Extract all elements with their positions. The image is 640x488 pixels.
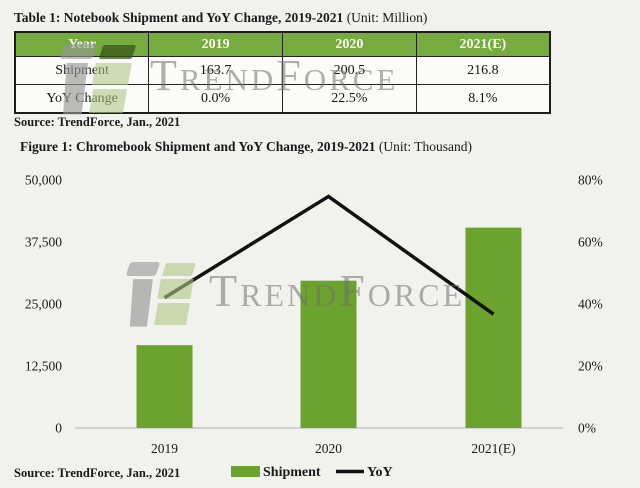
x-label-2019: 2019 bbox=[151, 441, 178, 456]
chromebook-chart: 50,000 37,500 25,000 12,500 0 80% 60% 40… bbox=[14, 173, 603, 481]
left-axis-tick: 25,000 bbox=[25, 297, 62, 312]
yoy-2021e: 8.1% bbox=[415, 84, 551, 114]
row-label-yoy: YoY Change bbox=[14, 84, 150, 114]
figure-source: Source: TrendForce, Jan., 2021 bbox=[14, 466, 180, 480]
table-header-2019: 2019 bbox=[148, 31, 283, 57]
x-label-2020: 2020 bbox=[315, 441, 342, 456]
table-unit-label: (Unit: Million) bbox=[343, 10, 428, 25]
table-title-text: Table 1: Notebook Shipment and YoY Chang… bbox=[14, 10, 344, 25]
table-header-year: Year bbox=[14, 31, 150, 57]
table-row: Shipment 163.7 200.5 216.8 bbox=[14, 56, 551, 85]
shipment-2019: 163.7 bbox=[148, 56, 283, 85]
figure-title-text: Figure 1: Chromebook Shipment and YoY Ch… bbox=[20, 139, 376, 154]
legend-shipment-swatch bbox=[231, 466, 260, 477]
shipment-2020: 200.5 bbox=[282, 56, 417, 85]
yoy-2019: 0.0% bbox=[148, 84, 283, 114]
figure-title: Figure 1: Chromebook Shipment and YoY Ch… bbox=[20, 139, 472, 155]
left-axis-tick: 37,500 bbox=[25, 235, 62, 250]
table-header-2021e: 2021(E) bbox=[415, 31, 551, 57]
legend-shipment-label: Shipment bbox=[263, 465, 321, 480]
right-axis-tick: 20% bbox=[578, 359, 603, 374]
right-axis-tick: 0% bbox=[578, 421, 596, 436]
right-axis-tick: 80% bbox=[578, 173, 603, 188]
row-label-shipment: Shipment bbox=[14, 56, 150, 85]
notebook-shipment-table: Year 2019 2020 2021(E) Shipment 163.7 20… bbox=[14, 31, 551, 114]
table-row: YoY Change 0.0% 22.5% 8.1% bbox=[14, 84, 551, 114]
table-header-row: Year 2019 2020 2021(E) bbox=[14, 31, 551, 57]
right-axis-tick: 60% bbox=[578, 235, 603, 250]
x-label-2021e: 2021(E) bbox=[471, 441, 515, 456]
right-axis-tick: 40% bbox=[578, 297, 603, 312]
shipment-2021e: 216.8 bbox=[415, 56, 551, 85]
figure-unit-label: (Unit: Thousand) bbox=[375, 139, 473, 154]
table-title: Table 1: Notebook Shipment and YoY Chang… bbox=[14, 10, 427, 26]
yoy-line bbox=[163, 194, 495, 316]
left-axis-tick: 50,000 bbox=[25, 173, 62, 188]
table-header-2020: 2020 bbox=[282, 31, 417, 57]
shipment-bar-2020 bbox=[300, 280, 357, 428]
left-axis-tick: 12,500 bbox=[25, 359, 62, 374]
shipment-bar-2021e bbox=[465, 227, 522, 428]
left-axis-tick: 0 bbox=[55, 421, 62, 436]
yoy-2020: 22.5% bbox=[282, 84, 417, 114]
table-source: Source: TrendForce, Jan., 2021 bbox=[14, 115, 181, 129]
shipment-bar-2019 bbox=[136, 345, 193, 428]
legend-yoy-label: YoY bbox=[367, 465, 393, 480]
